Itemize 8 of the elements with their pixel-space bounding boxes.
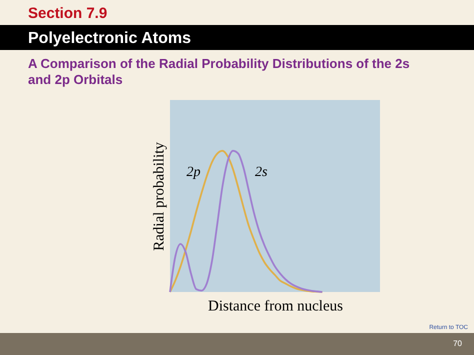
text: 70 <box>453 339 463 348</box>
chart-title: A Comparison of the Radial Probability Distributions of the 2s and 2p Orbitals <box>28 56 410 87</box>
text: Section 7.9 <box>28 5 108 22</box>
x-axis-title: Distance from nucleus <box>208 298 344 314</box>
series-label: 2p <box>186 165 200 180</box>
text: Polyelectronic Atoms <box>28 30 192 47</box>
y-axis-title: Radial probability <box>152 142 168 251</box>
series-label: 2s <box>255 165 268 180</box>
